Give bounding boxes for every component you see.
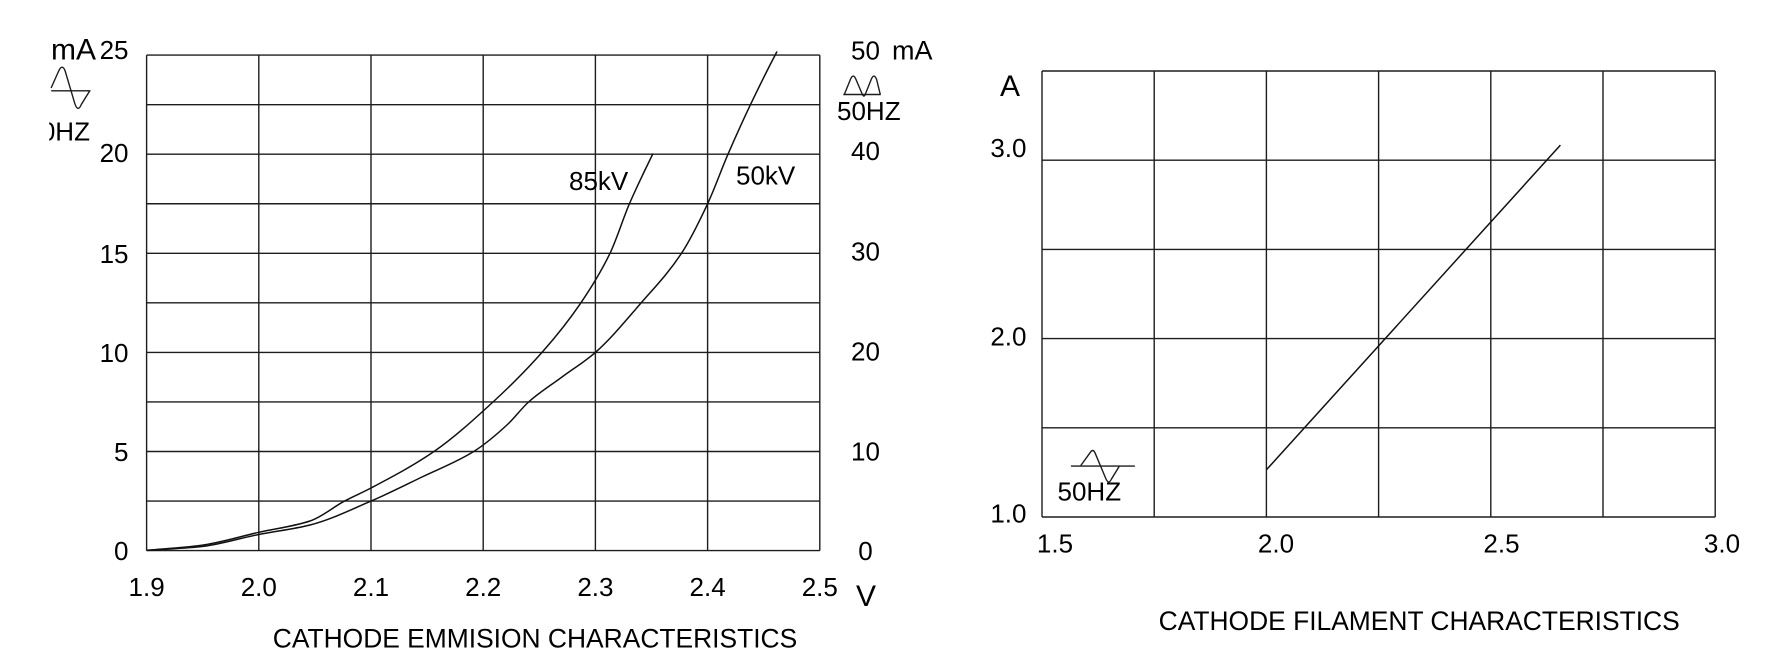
svg-text:2.5: 2.5	[802, 572, 838, 602]
svg-text:2.4: 2.4	[690, 572, 726, 602]
svg-text:2.1: 2.1	[353, 572, 389, 602]
svg-text:50kV: 50kV	[736, 161, 796, 191]
svg-text:10: 10	[100, 338, 129, 368]
svg-text:2.5: 2.5	[1483, 529, 1519, 559]
svg-text:50: 50	[851, 36, 880, 66]
svg-text:50HZ: 50HZ	[837, 96, 901, 126]
svg-text:CATHODE FILAMENT CHARACTERISTI: CATHODE FILAMENT CHARACTERISTICS	[1159, 606, 1680, 636]
svg-text:1.9: 1.9	[129, 572, 165, 602]
svg-text:0: 0	[114, 536, 128, 566]
svg-text:2.0: 2.0	[990, 322, 1026, 352]
svg-text:1.0: 1.0	[990, 499, 1026, 529]
svg-text:85kV: 85kV	[569, 166, 629, 196]
svg-text:20: 20	[100, 138, 129, 168]
svg-text:2.0: 2.0	[1258, 529, 1294, 559]
svg-text:2.2: 2.2	[465, 572, 501, 602]
svg-text:CATHODE EMMISION CHARACTERISTI: CATHODE EMMISION CHARACTERISTICS	[273, 624, 797, 654]
svg-text:10: 10	[851, 437, 880, 467]
svg-text:mA: mA	[892, 36, 933, 66]
svg-text:1.5: 1.5	[1037, 529, 1073, 559]
svg-text:20: 20	[851, 337, 880, 367]
svg-text:V: V	[856, 580, 876, 613]
svg-text:2.3: 2.3	[577, 572, 613, 602]
svg-text:30: 30	[851, 236, 880, 266]
svg-text:40: 40	[851, 136, 880, 166]
svg-text:3.0: 3.0	[990, 133, 1026, 163]
svg-text:A: A	[1000, 70, 1020, 103]
svg-text:2.0: 2.0	[241, 572, 277, 602]
svg-text:50HZ: 50HZ	[1058, 477, 1122, 507]
svg-text:mA: mA	[51, 34, 96, 67]
svg-text:25: 25	[100, 35, 129, 65]
svg-text:0: 0	[858, 536, 872, 566]
svg-text:3.0: 3.0	[1704, 529, 1740, 559]
svg-text:5: 5	[114, 437, 128, 467]
svg-text:15: 15	[100, 239, 129, 269]
